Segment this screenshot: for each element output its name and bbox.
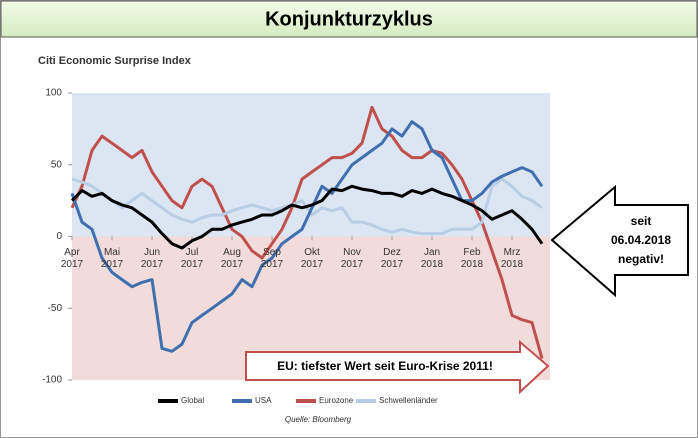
x-tick-label: Mrz 2018 [500, 246, 524, 270]
y-tick-label: 0 [56, 231, 62, 242]
annotation: seit [631, 214, 652, 228]
annotation: 06.04.2018 [611, 233, 671, 247]
x-tick-label: Nov 2017 [340, 246, 364, 270]
y-tick-label: -100 [42, 375, 62, 386]
annotation: EU: tiefster Wert seit Euro-Krise 2011! [277, 359, 493, 373]
x-tick-label: Jun 2017 [140, 246, 164, 270]
x-tick-label: Jan 2018 [420, 246, 444, 270]
x-tick-label: Sep 2017 [260, 246, 284, 270]
header-bar [0, 0, 698, 38]
callout-arrow [550, 184, 689, 298]
y-tick-label: 100 [45, 88, 62, 99]
annotation: negativ! [618, 252, 664, 266]
legend-label: Eurozone [319, 396, 354, 405]
header-title: Konjunkturzyklus [265, 8, 433, 30]
x-tick-label: Mai 2017 [100, 246, 124, 270]
legend-label: Global [181, 396, 204, 405]
chart-title: Citi Economic Surprise Index [38, 55, 192, 67]
y-tick-label: 50 [51, 159, 63, 170]
x-tick-label: Jul 2017 [180, 246, 204, 270]
series-line [70, 184, 544, 250]
source: Quelle: Bloomberg [285, 415, 352, 424]
x-tick-label: Apr 2017 [60, 246, 84, 270]
y-tick-label: -50 [48, 303, 63, 314]
legend-label: USA [255, 396, 272, 405]
x-tick-label: Okt 2017 [300, 246, 324, 270]
legend-label: Schwellenländer [379, 396, 438, 405]
x-tick-label: Dez 2017 [380, 246, 404, 270]
callout-arrow [245, 339, 550, 395]
plot: 100 50 0 -50 -100 [42, 88, 550, 386]
x-tick-label: Feb 2018 [460, 246, 484, 270]
series-line [70, 105, 544, 359]
x-tick-label: Aug 2017 [220, 246, 244, 270]
